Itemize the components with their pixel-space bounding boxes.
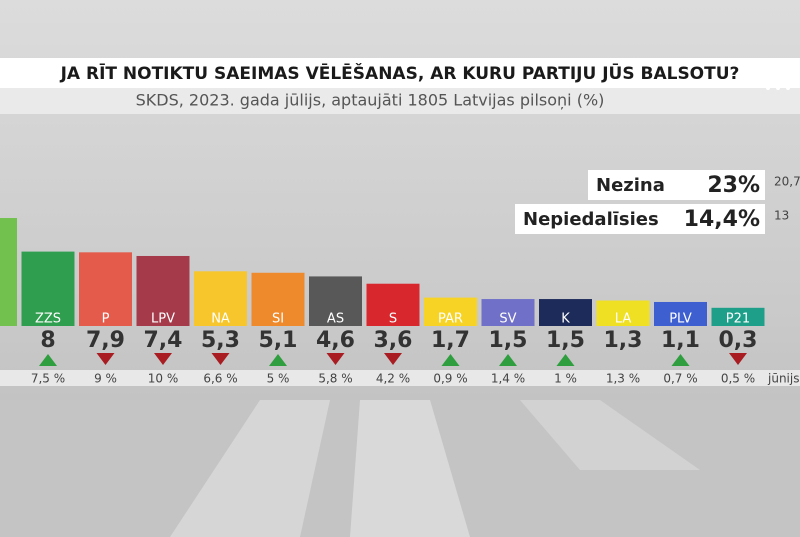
bar — [654, 301, 707, 310]
subtitle-band — [0, 88, 800, 114]
title: JA RĪT NOTIKTU SAEIMAS VĒLĒŠANAS, AR KUR… — [60, 62, 740, 84]
category-label: ZZS — [35, 312, 61, 327]
label-box — [539, 310, 592, 326]
label-box — [79, 310, 132, 326]
previous-label: 4,2 % — [376, 372, 410, 386]
trend-up — [39, 354, 57, 366]
value-label: 0,3 — [719, 328, 758, 353]
value-label: 1,3 — [604, 328, 643, 353]
floor-stripe — [520, 400, 700, 470]
category-label: LPV — [151, 312, 175, 327]
label-box — [136, 310, 190, 326]
bar — [424, 297, 477, 310]
side-previous: 20,7 — [774, 175, 800, 189]
label-box — [251, 310, 305, 326]
value-label: 1,7 — [431, 328, 470, 353]
category-label: LA — [615, 312, 632, 327]
previous-label: 7,5 % — [31, 372, 65, 386]
label-box — [596, 310, 650, 326]
label-box — [194, 310, 247, 326]
side-box — [588, 170, 765, 200]
floor-stripe — [350, 400, 470, 537]
previous-label: 10 % — [148, 372, 179, 386]
previous-label: 6,6 % — [203, 372, 237, 386]
value-label: 7,9 — [86, 328, 125, 353]
previous-label: 1,4 % — [491, 372, 525, 386]
bar — [79, 252, 132, 310]
category-label: K — [561, 312, 570, 327]
trend-up — [556, 354, 575, 366]
previous-label: 0,9 % — [433, 372, 467, 386]
bar — [309, 276, 362, 310]
previous-label: 5 % — [267, 372, 290, 386]
previous-band — [0, 370, 800, 386]
bar — [539, 299, 592, 310]
side-label: Nezina — [596, 175, 665, 196]
label-box — [654, 310, 707, 326]
floor-stripe — [170, 400, 330, 537]
category-label: P — [102, 312, 110, 327]
category-label: SI — [272, 312, 284, 327]
bar — [21, 251, 75, 310]
category-label: PAR — [438, 312, 463, 327]
menu-dots — [766, 86, 790, 90]
side-value: 14,4% — [684, 207, 760, 232]
previous-label: 0,5 % — [721, 372, 755, 386]
trend-down — [326, 353, 345, 365]
category-label: NA — [211, 312, 230, 327]
side-label: Nepiedalīsies — [523, 209, 659, 230]
category-label: SV — [499, 312, 516, 327]
label-box — [0, 310, 17, 326]
title-band — [0, 58, 800, 88]
previous-label: 5,8 % — [318, 372, 352, 386]
value-label: 1,1 — [661, 328, 700, 353]
label-box — [366, 310, 420, 326]
value-label: 8 — [40, 328, 55, 353]
category-label: AS — [327, 312, 344, 327]
previous-label: 0,7 % — [663, 372, 697, 386]
category-label: P21 — [726, 312, 750, 327]
trend-down — [96, 353, 115, 365]
value-label: 7,4 — [144, 328, 183, 353]
side-value: 23% — [707, 173, 760, 198]
category-label: S — [389, 312, 397, 327]
trend-down — [384, 353, 402, 365]
value-label: 1,5 — [489, 328, 528, 353]
value-label: 1,5 — [546, 328, 585, 353]
label-box — [424, 310, 477, 326]
side-box — [515, 204, 765, 234]
side-previous: 13 — [774, 209, 789, 223]
subtitle: SKDS, 2023. gada jūlijs, aptaujāti 1805 … — [136, 91, 605, 110]
value-label: 5,3 — [201, 328, 240, 353]
value-label: 4,6 — [316, 328, 355, 353]
bar — [194, 271, 247, 310]
value-label: 3,6 — [374, 328, 413, 353]
previous-label: 1 % — [554, 372, 577, 386]
label-box — [21, 310, 75, 326]
trend-down — [211, 353, 230, 365]
label-box — [481, 310, 535, 326]
bar — [596, 300, 650, 310]
trend-down — [729, 353, 747, 365]
bar — [366, 283, 420, 310]
trend-up — [269, 354, 287, 366]
label-box — [711, 310, 765, 326]
label-box — [309, 310, 362, 326]
trend-up — [441, 354, 460, 366]
previous-label: 9 % — [94, 372, 117, 386]
previous-period: jūnijs — [767, 372, 799, 386]
bar — [711, 307, 765, 310]
value-label: 5,1 — [259, 328, 298, 353]
category-label: PLV — [669, 312, 692, 327]
trend-up — [499, 354, 517, 366]
bar — [0, 218, 17, 310]
bar — [136, 255, 190, 310]
bar — [481, 299, 535, 310]
previous-label: 1,3 % — [606, 372, 640, 386]
trend-down — [154, 353, 172, 365]
trend-up — [671, 354, 690, 366]
bar — [251, 272, 305, 310]
